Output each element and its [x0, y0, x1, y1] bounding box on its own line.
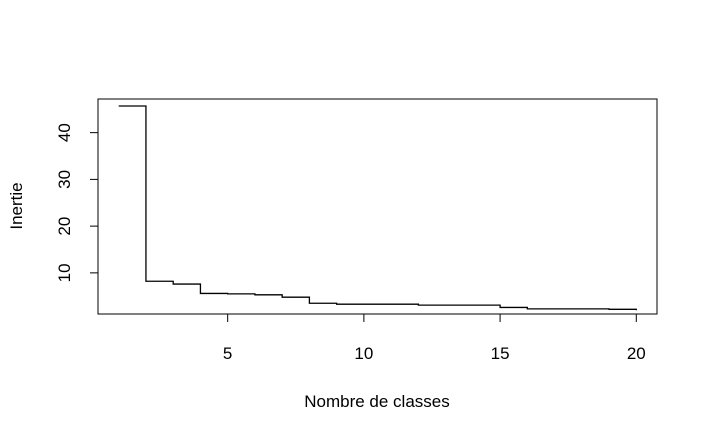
x-tick-label: 15	[491, 344, 510, 363]
x-axis: 5 10 15 20	[223, 313, 646, 363]
y-axis-label: Inertie	[7, 182, 26, 229]
y-tick-label: 10	[55, 263, 74, 282]
series-line	[118, 105, 637, 311]
y-axis: 10 20 30 40	[55, 123, 99, 282]
x-tick-label: 20	[627, 344, 646, 363]
x-tick-label: 10	[354, 344, 373, 363]
y-tick-label: 30	[55, 170, 74, 189]
plot-frame	[97, 98, 658, 315]
x-axis-label: Nombre de classes	[304, 392, 450, 411]
y-tick-label: 20	[55, 217, 74, 236]
x-tick-label: 5	[223, 344, 232, 363]
y-tick-label: 40	[55, 123, 74, 142]
